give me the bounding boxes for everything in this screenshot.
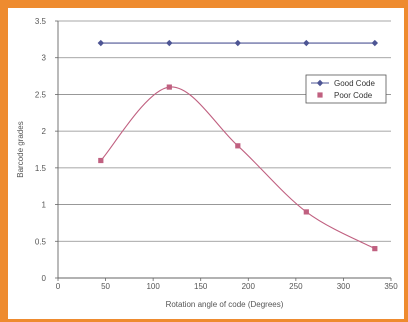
data-point-good-code (166, 39, 173, 47)
legend-marker-good-code (316, 79, 324, 87)
line-chart: 0 0.5 1 1.5 2 2.5 3 3.5 0 50 100 150 200 250 300 350 R… (16, 17, 398, 309)
legend-box (305, 74, 387, 104)
y-tick-label: 0 (42, 274, 47, 283)
legend-marker-poor-code (317, 92, 323, 98)
data-point-good-code (234, 39, 242, 47)
y-tick-label: 0.5 (35, 237, 47, 246)
y-tick-label: 1.5 (35, 164, 47, 173)
x-tick-labels: 0 50 100 150 200 250 300 350 (56, 282, 398, 291)
x-tick-label: 300 (337, 282, 351, 291)
x-tick-label: 150 (194, 282, 208, 291)
gridlines (58, 20, 391, 242)
legend-label-good-code: Good Code (334, 79, 375, 88)
x-tick-label: 100 (146, 282, 160, 291)
legend-label-poor-code: Poor Code (334, 91, 373, 100)
data-point-good-code (97, 39, 105, 47)
x-tick-label: 50 (101, 282, 110, 291)
legend: Good Code Poor Code (305, 74, 387, 104)
y-axis-title: Barcode grades (16, 121, 25, 177)
y-tick-labels: 0 0.5 1 1.5 2 2.5 3 3.5 (35, 17, 47, 283)
x-tick-label: 0 (56, 282, 61, 291)
data-point-poor-code (303, 209, 309, 215)
series-line-poor-code (100, 86, 376, 250)
data-point-poor-code (372, 246, 378, 252)
data-point-good-code (371, 39, 379, 47)
y-tick-label: 3.5 (35, 17, 47, 26)
y-tick-label: 2 (42, 127, 47, 136)
y-tick-label: 1 (42, 201, 47, 210)
data-point-good-code (303, 39, 310, 47)
x-tick-label: 250 (289, 282, 303, 291)
x-axis-title: Rotation angle of code (Degrees) (166, 300, 284, 309)
axes (55, 20, 392, 281)
x-tick-label: 350 (384, 282, 398, 291)
data-point-poor-code (98, 157, 104, 164)
data-point-poor-code (235, 143, 241, 149)
y-tick-label: 2.5 (35, 90, 47, 99)
x-tick-label: 200 (242, 282, 256, 291)
data-point-poor-code (166, 84, 172, 90)
y-tick-label: 3 (42, 54, 47, 63)
chart-panel: 0 0.5 1 1.5 2 2.5 3 3.5 0 50 100 150 200 250 300 350 R… (8, 8, 404, 319)
series (97, 39, 379, 252)
